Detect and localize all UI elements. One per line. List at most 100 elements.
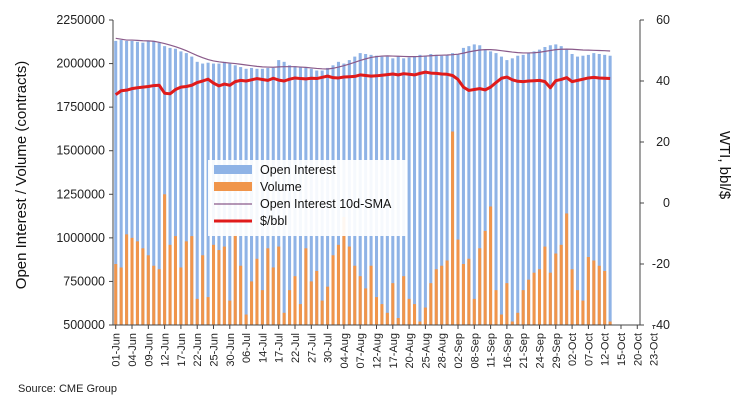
volume-bar: [445, 260, 449, 325]
x-tick-label: 30-Jun: [225, 333, 237, 367]
volume-bar: [347, 246, 351, 325]
volume-bar: [532, 272, 536, 325]
open-interest-bar: [608, 55, 612, 325]
open-interest-bar: [434, 54, 438, 326]
volume-bar: [581, 300, 585, 325]
volume-bar: [369, 265, 373, 325]
volume-bar: [434, 269, 438, 325]
open-interest-bar: [516, 55, 520, 325]
volume-bar: [233, 234, 237, 325]
open-interest-bar: [407, 57, 411, 325]
open-interest-bar: [461, 47, 465, 325]
volume-bar: [244, 314, 248, 325]
open-interest-bar: [537, 49, 542, 325]
x-tick-label: 12-Aug: [372, 333, 384, 368]
x-tick-label: 01-Jun: [111, 333, 123, 367]
volume-bar: [119, 267, 123, 325]
y2-tick-label: 0: [663, 196, 670, 210]
open-interest-bar: [510, 58, 514, 326]
volume-bar: [326, 286, 330, 325]
volume-bar: [271, 267, 275, 325]
x-tick-label: 24-Sep: [534, 333, 546, 368]
x-tick-label: 06-Jul: [241, 333, 253, 363]
open-interest-bar: [163, 46, 167, 325]
open-interest-bar: [527, 53, 531, 326]
volume-bar: [586, 257, 590, 325]
x-tick-label: 08-Sep: [469, 333, 481, 368]
volume-bar: [423, 307, 427, 325]
volume-bar: [456, 239, 460, 325]
volume-bar: [228, 300, 232, 325]
open-interest-bar: [548, 45, 552, 326]
legend-label: Open Interest: [260, 163, 336, 177]
volume-bar: [266, 248, 270, 325]
volume-bar: [603, 270, 607, 325]
volume-bar: [472, 298, 476, 325]
volume-bar: [146, 255, 150, 325]
x-tick-label: 12-Jun: [160, 333, 172, 367]
open-interest-bar: [440, 55, 444, 325]
x-tick-label: 11-Sep: [486, 333, 498, 368]
sma-line: [115, 37, 611, 70]
volume-bar: [385, 312, 389, 325]
volume-bar: [304, 248, 308, 325]
open-interest-bar: [146, 40, 150, 325]
y-tick-label: 1250000: [56, 187, 105, 201]
volume-bar: [548, 272, 552, 325]
volume-bar: [315, 270, 319, 325]
y2-tick-label: -40: [652, 318, 670, 332]
open-interest-bar: [603, 54, 607, 326]
open-interest-bar: [570, 53, 574, 326]
y2-tick-label: 20: [656, 135, 670, 149]
open-interest-bar: [418, 54, 422, 326]
legend-label: $/bbl: [260, 214, 287, 228]
volume-bar: [440, 265, 444, 325]
x-tick-label: 22-Jun: [192, 333, 204, 367]
volume-bar: [206, 297, 210, 325]
open-interest-bar: [559, 46, 563, 325]
y-tick-label: 2000000: [56, 57, 105, 71]
open-interest-bar: [483, 49, 487, 325]
open-interest-bar: [141, 42, 145, 325]
volume-bar: [201, 255, 205, 325]
x-tick-label: 28-Aug: [437, 333, 449, 368]
x-tick-label: 30-Jul: [323, 333, 335, 363]
volume-bar: [494, 290, 498, 325]
x-tick-label: 29-Sep: [551, 333, 563, 368]
volume-bar: [592, 260, 596, 325]
legend-swatch: [214, 182, 252, 191]
volume-bar: [277, 246, 281, 325]
volume-bar: [402, 276, 406, 325]
volume-bar: [222, 246, 226, 325]
x-tick-label: 17-Jun: [176, 333, 188, 367]
volume-bar: [336, 244, 340, 325]
volume-bar: [489, 206, 493, 325]
volume-bar: [527, 279, 531, 325]
volume-bar: [483, 230, 487, 325]
x-tick-label: 04-Aug: [339, 333, 351, 368]
volume-bar: [331, 255, 335, 325]
open-interest-bar: [179, 51, 183, 326]
open-interest-bar: [130, 40, 134, 325]
volume-bar: [211, 244, 216, 325]
volume-bar: [543, 246, 547, 325]
volume-bar: [184, 241, 188, 325]
volume-bar: [135, 241, 139, 325]
volume-bar: [554, 253, 558, 325]
volume-bar: [559, 244, 563, 325]
open-interest-bar: [190, 56, 194, 325]
open-interest-bar: [119, 40, 123, 325]
x-tick-label: 23-Oct: [649, 333, 661, 366]
volume-bar: [358, 276, 362, 325]
open-interest-bar: [489, 51, 493, 326]
x-tick-label: 16-Sep: [502, 333, 514, 368]
volume-bar: [130, 237, 134, 325]
volume-bar: [429, 283, 433, 325]
volume-bar: [570, 269, 574, 325]
open-interest-bar: [521, 54, 525, 326]
x-tick-label: 25-Jun: [209, 333, 221, 367]
open-interest-bar: [554, 44, 558, 326]
open-interest-bar: [597, 53, 601, 326]
x-tick-label: 20-Oct: [632, 333, 644, 366]
